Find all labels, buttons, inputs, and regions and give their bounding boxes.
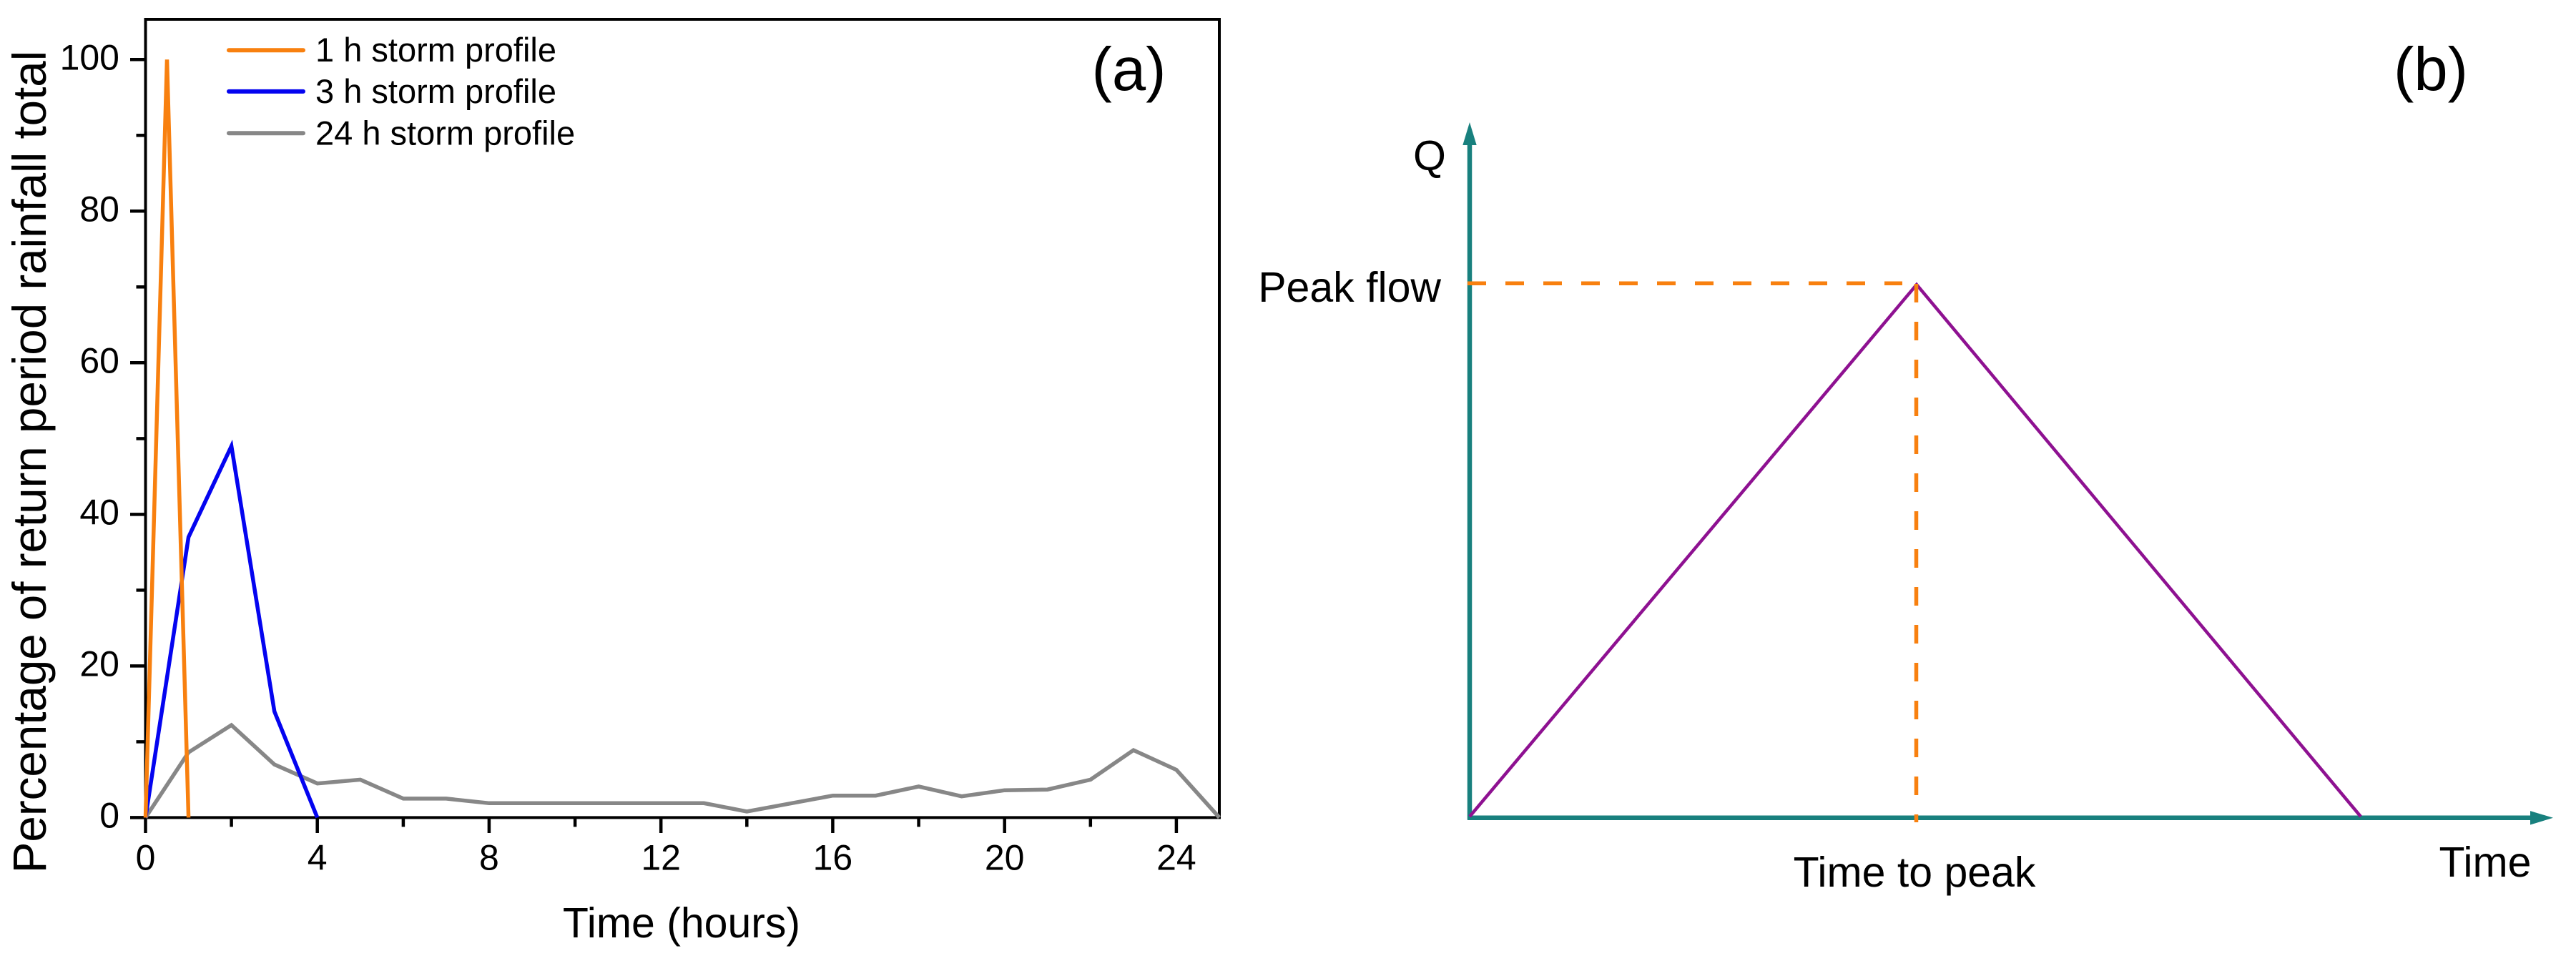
svg-text:60: 60 <box>79 340 119 380</box>
svg-text:Time to peak: Time to peak <box>1794 849 2036 896</box>
svg-text:40: 40 <box>79 492 119 532</box>
svg-text:1 h storm profile: 1 h storm profile <box>315 31 556 69</box>
svg-text:8: 8 <box>479 838 499 878</box>
svg-text:100: 100 <box>60 37 119 77</box>
svg-text:4: 4 <box>308 838 328 878</box>
svg-text:0: 0 <box>136 838 156 878</box>
svg-text:80: 80 <box>79 189 119 229</box>
svg-text:Percentage of return period ra: Percentage of return period rainfall tot… <box>4 51 56 874</box>
svg-text:0: 0 <box>99 795 119 835</box>
svg-text:(a): (a) <box>1092 36 1166 104</box>
svg-text:24: 24 <box>1156 838 1196 878</box>
svg-text:24 h storm profile: 24 h storm profile <box>315 114 575 152</box>
svg-text:12: 12 <box>641 838 681 878</box>
svg-text:20: 20 <box>79 644 119 684</box>
svg-text:(b): (b) <box>2394 36 2468 104</box>
svg-text:3 h storm profile: 3 h storm profile <box>315 72 556 110</box>
svg-text:Peak flow: Peak flow <box>1258 264 1441 311</box>
svg-text:20: 20 <box>985 838 1025 878</box>
svg-text:Time: Time <box>2439 839 2532 886</box>
svg-text:Time (hours): Time (hours) <box>563 900 800 947</box>
svg-text:16: 16 <box>813 838 853 878</box>
svg-text:Q: Q <box>1413 132 1446 179</box>
